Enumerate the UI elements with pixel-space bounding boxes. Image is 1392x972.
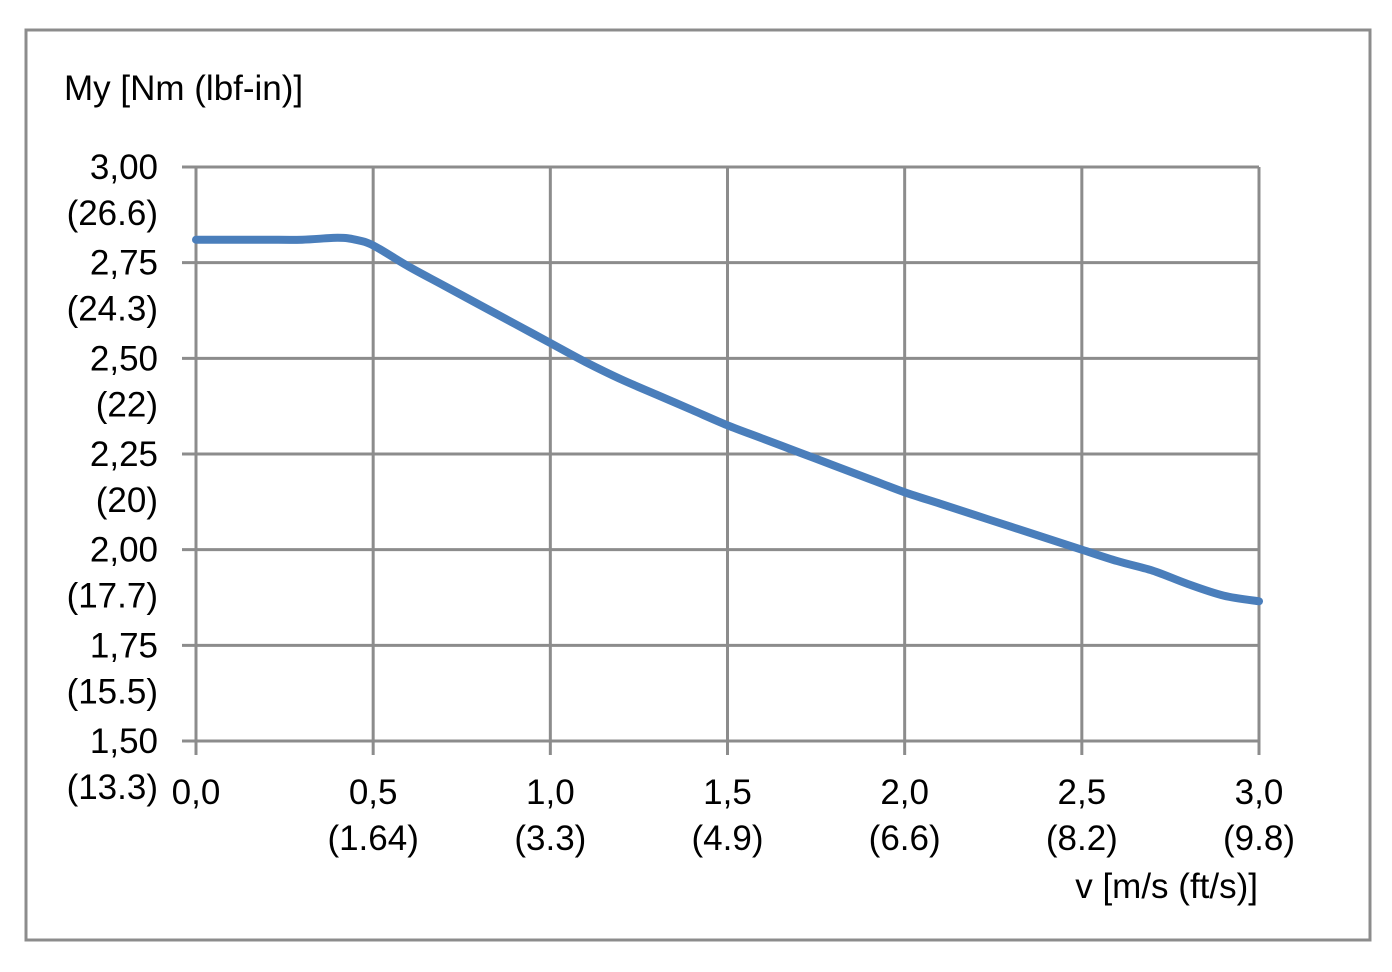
y-tick-sublabel: (17.7)	[67, 577, 158, 616]
y-tick-sublabel: (20)	[96, 481, 158, 520]
x-tick-label: 2,5	[1058, 773, 1107, 812]
y-tick-label: 2,25	[90, 435, 158, 474]
x-tick-sublabel: (9.8)	[1223, 819, 1295, 858]
x-tick-label: 0,5	[349, 773, 398, 812]
x-tick-label: 2,0	[880, 773, 929, 812]
x-axis-title: v [m/s (ft/s)]	[1075, 867, 1258, 906]
x-tick-sublabel: (6.6)	[869, 819, 941, 858]
x-tick-sublabel: (4.9)	[692, 819, 764, 858]
tick-labels: 3,00(26.6)2,75(24.3)2,50(22)2,25(20)2,00…	[67, 148, 1295, 858]
series-layer	[192, 233, 1263, 606]
y-tick-label: 2,00	[90, 531, 158, 570]
y-tick-label: 2,50	[90, 339, 158, 378]
grid	[182, 165, 1261, 755]
y-tick-sublabel: (26.6)	[67, 194, 158, 233]
y-tick-label: 1,50	[90, 722, 158, 761]
y-tick-sublabel: (15.5)	[67, 672, 158, 711]
x-tick-sublabel: (8.2)	[1046, 819, 1118, 858]
x-tick-label: 1,5	[703, 773, 752, 812]
y-tick-sublabel: (24.3)	[67, 290, 158, 329]
y-tick-label: 2,75	[90, 244, 158, 283]
x-tick-label: 0,0	[172, 773, 221, 812]
x-tick-label: 3,0	[1235, 773, 1284, 812]
x-tick-sublabel: (3.3)	[514, 819, 586, 858]
y-axis-title: My [Nm (lbf-in)]	[64, 69, 303, 108]
y-tick-sublabel: (22)	[96, 385, 158, 424]
x-tick-sublabel: (1.64)	[327, 819, 418, 858]
y-tick-label: 3,00	[90, 148, 158, 187]
chart-frame	[24, 28, 1372, 942]
y-tick-sublabel: (13.3)	[67, 768, 158, 807]
x-tick-label: 1,0	[526, 773, 575, 812]
series-line	[192, 233, 1263, 606]
y-tick-label: 1,75	[90, 626, 158, 665]
